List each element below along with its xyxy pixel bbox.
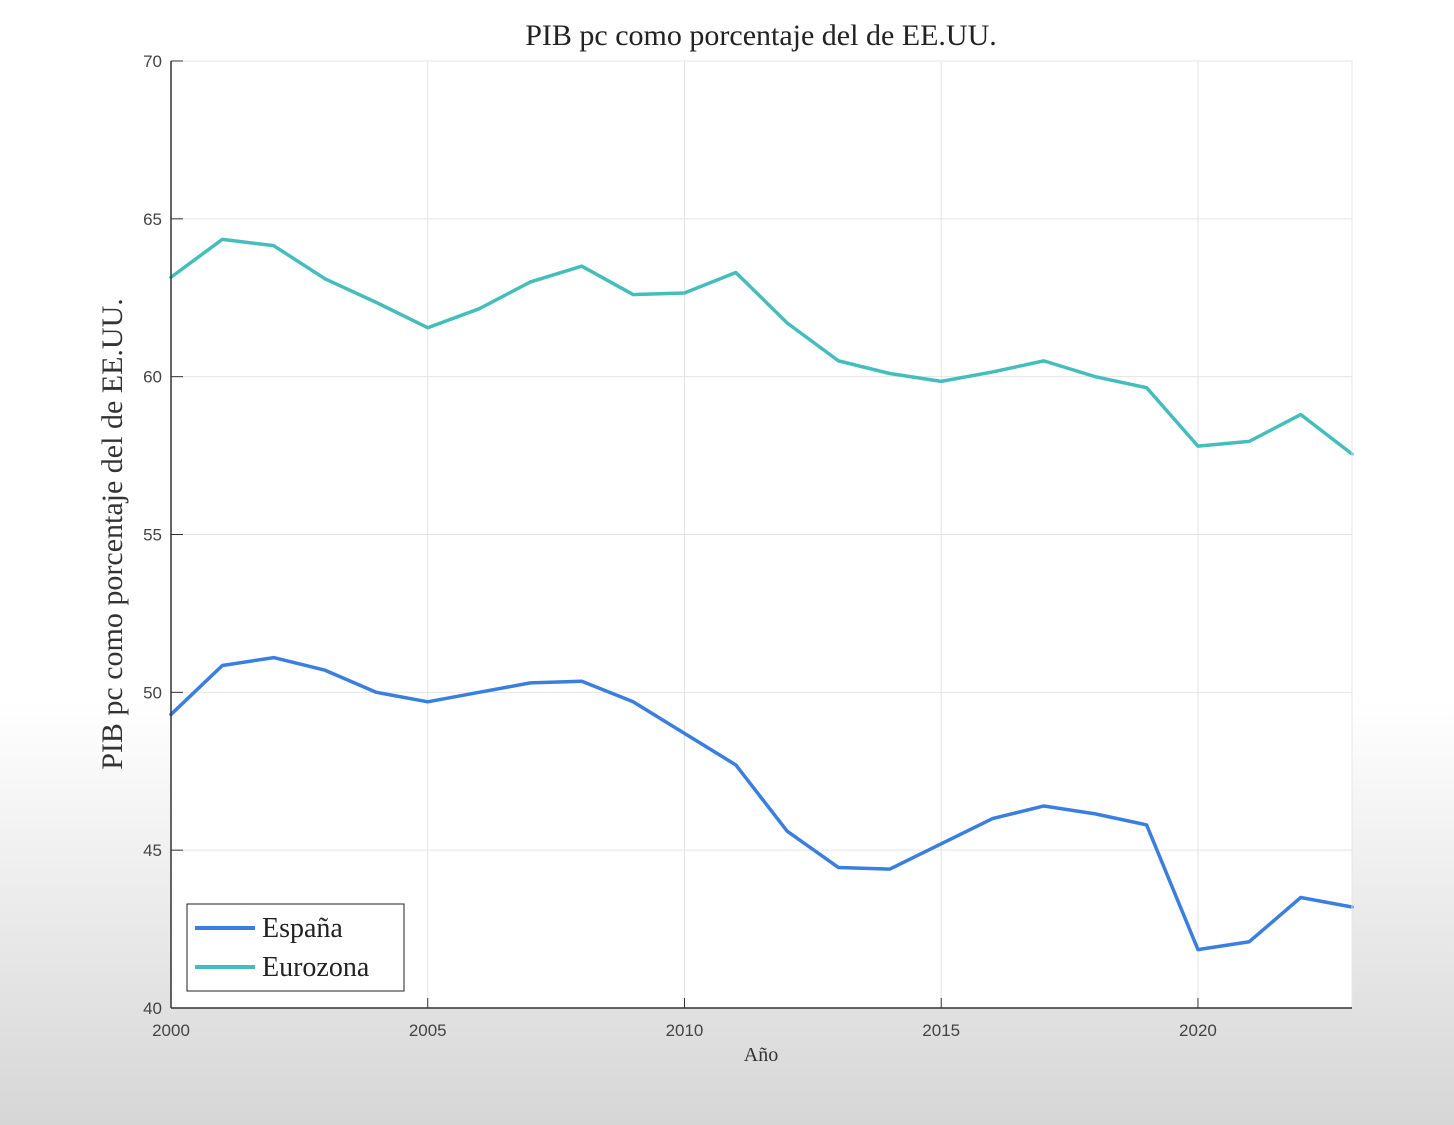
legend-box: [186, 903, 405, 992]
legend: España Eurozona: [186, 903, 405, 992]
grid-lines: [170, 60, 1352, 1009]
legend-label-espana: España: [262, 913, 343, 944]
y-tick-label: 70: [143, 52, 162, 71]
series-line-espana: [169, 655, 1354, 952]
y-tick-label: 65: [143, 210, 162, 229]
y-tick-label: 45: [143, 841, 162, 860]
legend-label-eurozona: Eurozona: [262, 952, 370, 983]
series-layer: [169, 237, 1354, 952]
y-tick-label: 40: [143, 999, 162, 1018]
x-tick-label: 2000: [152, 1021, 190, 1040]
x-tick-label: 2005: [409, 1021, 447, 1040]
y-tick-label: 50: [143, 683, 162, 702]
x-tick-label: 2015: [922, 1021, 960, 1040]
tick-layer: 2000 2005 2010 2015 2020 40 45 50 55 60 65 70: [143, 52, 1217, 1040]
x-axis-label: Año: [744, 1044, 778, 1066]
x-tick-label: 2010: [666, 1021, 704, 1040]
x-tick-label: 2020: [1179, 1021, 1217, 1040]
y-tick-label: 60: [143, 368, 162, 387]
y-tick-label: 55: [143, 526, 162, 545]
series-line-eurozona: [169, 237, 1354, 456]
y-axis-label: PIB pc como porcentaje del de EE.UU.: [96, 298, 129, 770]
chart-title: PIB pc como porcentaje del de EE.UU.: [525, 19, 997, 52]
